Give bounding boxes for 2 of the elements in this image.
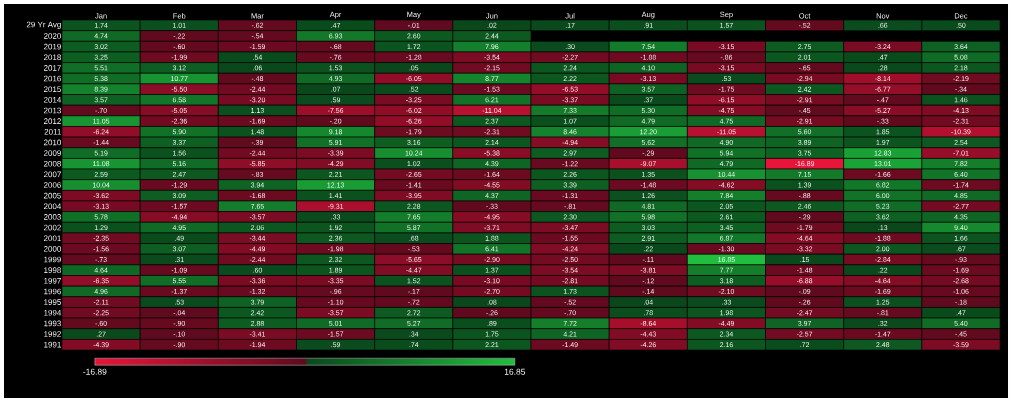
color-bar-label: 16.85 bbox=[504, 368, 526, 375]
color-bar-label: -16.89 bbox=[83, 368, 107, 375]
